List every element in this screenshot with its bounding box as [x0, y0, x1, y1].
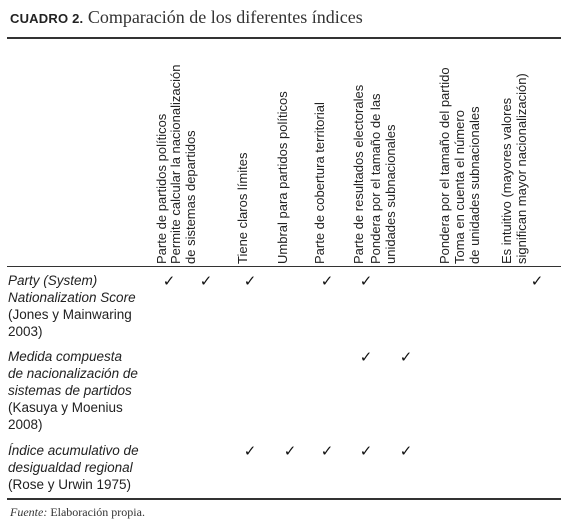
column-header-text: Parte de partidos políticos: [154, 114, 169, 264]
column-header-text: Toma en cuenta el número de unidades subn…: [452, 106, 482, 264]
bottom-rule: [7, 498, 561, 500]
row-label-title-line: desigualdad regional: [8, 460, 133, 475]
row-label: Índice acumulativo de desigualdad regiona…: [8, 442, 153, 493]
row-label-citation-line: (Rose y Urwin 1975): [8, 477, 132, 492]
check-mark: ✓: [320, 272, 334, 290]
check-mark: ✓: [359, 442, 373, 460]
header-rule: [7, 266, 561, 267]
check-mark: ✓: [243, 272, 257, 290]
column-header-line: Parte de cobertura territorial: [311, 102, 327, 264]
check-mark: ✓: [399, 348, 413, 366]
column-header-text: Es intuitivo (mayores valores significan …: [499, 73, 529, 264]
check-mark: ✓: [243, 442, 257, 460]
column-header-text: Pondera por el tamaño de las unidades sub…: [368, 93, 398, 264]
row-label-citation-line: 2003): [8, 324, 43, 339]
column-header-text: Tiene claros límites: [235, 153, 250, 265]
source-label: Fuente:: [10, 505, 48, 519]
column-header-line: Parte de resultados electorales: [350, 84, 366, 264]
column-header-line: significan mayor nacionalización): [514, 73, 529, 264]
column-header-text: Permite calcular la nacionalización de si…: [168, 65, 198, 264]
column-header-line: unidades subnacionales: [383, 124, 398, 265]
check-mark: ✓: [359, 348, 373, 366]
check-mark: ✓: [399, 442, 413, 460]
column-header-text: Parte de resultados electorales: [351, 85, 366, 264]
column-header-line: de sistemas departidos: [183, 130, 198, 264]
row-label-title-line: Nationalization Score: [8, 290, 136, 305]
top-rule: [7, 37, 561, 39]
check-mark: ✓: [359, 272, 373, 290]
column-header-line: Tiene claros límites: [234, 152, 250, 265]
column-header-line: Parte de partidos políticos: [153, 113, 169, 264]
column-header-text: Parte de cobertura territorial: [312, 102, 327, 264]
check-mark: ✓: [199, 272, 213, 290]
row-label-citation-line: (Jones y Mainwaring: [8, 307, 132, 322]
source-text: Elaboración propia.: [50, 505, 145, 519]
check-mark: ✓: [320, 442, 334, 460]
row-label-title-line: Party (System): [8, 273, 98, 288]
check-mark: ✓: [283, 442, 297, 460]
row-label-citation-line: (Kasuya y Moenius: [8, 400, 123, 415]
column-header-line: Toma en cuenta el número: [452, 110, 467, 264]
column-header-line: Es intuitivo (mayores valores: [499, 97, 514, 264]
table-caption: Comparación de los diferentes índices: [87, 7, 363, 27]
row-label-title-line: sistemas de partidos: [8, 383, 132, 398]
row-label-title-line: de nacionalización de: [8, 366, 138, 381]
check-mark: ✓: [530, 272, 544, 290]
column-header-line: de unidades subnacionales: [467, 106, 482, 264]
column-header-text: Pondera por el tamaño del partido: [437, 67, 452, 264]
table-title: CUADRO 2. Comparación de los diferentes …: [10, 7, 363, 28]
source-note: Fuente: Elaboración propia.: [10, 505, 145, 520]
row-label-title-line: Medida compuesta: [8, 349, 123, 364]
column-header-line: Pondera por el tamaño de las: [368, 93, 383, 264]
column-header-text: Umbral para partidos políticos: [275, 91, 290, 264]
row-label: Medida compuesta de nacionalización de sis…: [8, 348, 153, 433]
check-mark: ✓: [162, 272, 176, 290]
table-number: CUADRO 2.: [10, 11, 84, 26]
column-header-line: Pondera por el tamaño del partido: [436, 67, 452, 264]
column-header-line: Umbral para partidos políticos: [274, 91, 290, 264]
row-label-title-line: Índice acumulativo de: [8, 443, 139, 458]
row-label-citation-line: 2008): [8, 417, 43, 432]
column-header-line: Permite calcular la nacionalización: [168, 64, 183, 264]
row-label: Party (System) Nationalization Score (Jone…: [8, 272, 153, 340]
